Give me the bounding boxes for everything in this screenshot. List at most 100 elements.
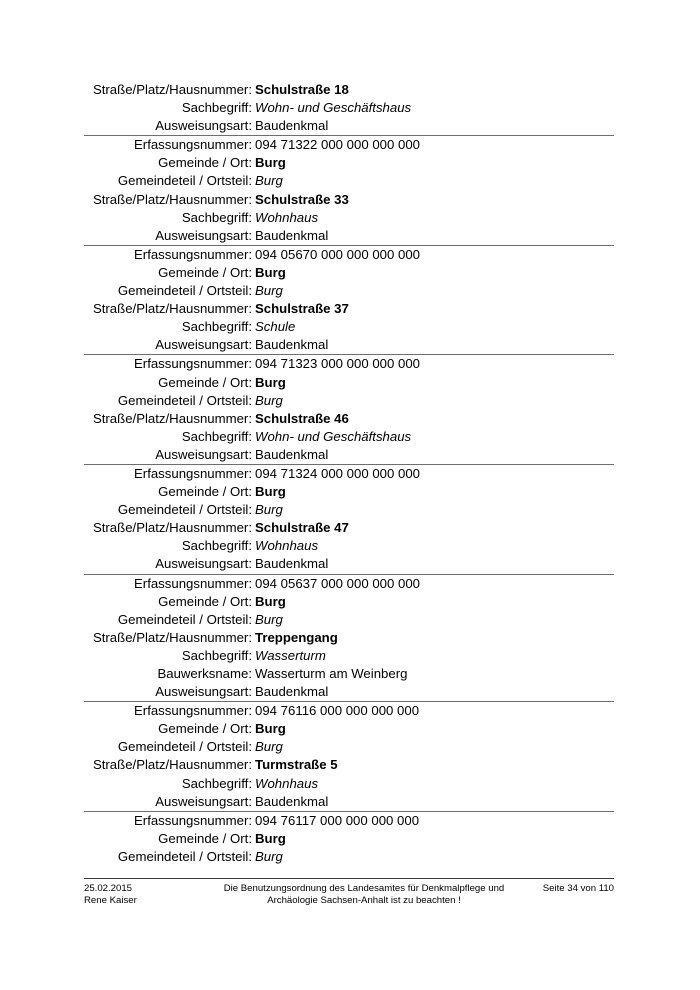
field-value: Burg xyxy=(255,611,283,627)
field-value: Schulstraße 18 xyxy=(255,82,349,97)
page-footer: 25.02.2015 Rene Kaiser Die Benutzungsord… xyxy=(84,878,614,906)
field-value: Burg xyxy=(255,721,286,737)
field-label: Bauwerksname: xyxy=(157,666,252,681)
field-label: Gemeinde / Ort: xyxy=(158,484,252,500)
field-value: Turmstraße 5 xyxy=(255,757,338,773)
field-label: Gemeindeteil / Ortsteil: xyxy=(117,283,252,299)
footer-notice-line1: Die Benutzungsordnung des Landesamtes fü… xyxy=(223,883,505,894)
field-label: Ausweisungsart: xyxy=(155,793,252,809)
field-label: Sachbegriff: xyxy=(181,100,252,116)
field-label: Erfassungsnummer: xyxy=(134,356,252,372)
field-row: Gemeinde / Ort: Burg xyxy=(84,374,614,392)
field-row: Sachbegriff: Wohnhaus xyxy=(84,775,614,793)
field-value: Schulstraße 33 xyxy=(255,191,349,207)
field-row: Erfassungsnummer: 094 76116 000 000 000 0… xyxy=(84,702,614,720)
field-row: Gemeinde / Ort: Burg xyxy=(84,830,614,848)
field-value: Burg xyxy=(255,283,283,299)
field-row: Ausweisungsart: Baudenkmal xyxy=(84,793,614,811)
field-label: Ausweisungsart: xyxy=(155,227,252,243)
field-row: Sachbegriff: Schule xyxy=(84,318,614,336)
records-list: Straße/Platz/Hausnummer: Schulstraße 18 Sa… xyxy=(84,81,614,866)
field-label: Gemeindeteil / Ortsteil: xyxy=(117,611,252,627)
field-label: Gemeindeteil / Ortsteil: xyxy=(117,173,252,189)
field-row: Gemeinde / Ort: Burg xyxy=(84,593,614,611)
field-value: Baudenkmal xyxy=(255,684,329,700)
field-value: Burg xyxy=(255,392,283,408)
field-label: Gemeinde / Ort: xyxy=(158,264,252,280)
field-label: Straße/Platz/Hausnummer: xyxy=(92,410,252,426)
field-value: Schulstraße 37 xyxy=(255,301,349,317)
field-label: Erfassungsnummer: xyxy=(134,812,252,828)
record: Erfassungsnummer: 094 71324 000 000 000 0… xyxy=(84,463,614,574)
field-value: Treppengang xyxy=(255,629,338,645)
field-value: Burg xyxy=(255,593,286,609)
field-label: Straße/Platz/Hausnummer: xyxy=(92,757,252,773)
field-label: Ausweisungsart: xyxy=(155,337,252,353)
field-label: Straße/Platz/Hausnummer: xyxy=(92,82,252,97)
field-row: Gemeinde / Ort: Burg xyxy=(84,483,614,501)
field-row: Erfassungsnummer: 094 71323 000 000 000 0… xyxy=(84,355,614,373)
field-value: Burg xyxy=(255,848,283,864)
field-label: Straße/Platz/Hausnummer: xyxy=(92,520,252,536)
field-value: 094 05637 000 000 000 000 xyxy=(255,575,421,591)
field-value: 094 05670 000 000 000 000 xyxy=(255,246,421,262)
field-label: Ausweisungsart: xyxy=(155,556,252,572)
field-label: Gemeindeteil / Ortsteil: xyxy=(117,392,252,408)
field-label: Gemeindeteil / Ortsteil: xyxy=(117,502,252,518)
field-label: Erfassungsnummer: xyxy=(134,575,252,591)
field-value: Wasserturm am Weinberg xyxy=(255,666,408,681)
field-label: Straße/Platz/Hausnummer: xyxy=(92,301,252,317)
field-value: Schulstraße 46 xyxy=(255,410,349,426)
footer-left: 25.02.2015 Rene Kaiser xyxy=(84,883,204,906)
field-row: Sachbegriff: Wohn- und Geschäftshaus xyxy=(84,99,614,117)
field-row: Gemeinde / Ort: Burg xyxy=(84,154,614,172)
field-value: Baudenkmal xyxy=(255,118,329,134)
field-row: Erfassungsnummer: 094 05637 000 000 000 0… xyxy=(84,575,614,593)
field-value: Burg xyxy=(255,374,286,390)
field-row: Ausweisungsart: Baudenkmal xyxy=(84,336,614,354)
footer-author: Rene Kaiser xyxy=(84,894,137,906)
field-value: Wasserturm xyxy=(255,647,326,663)
field-label: Erfassungsnummer: xyxy=(134,465,252,481)
field-label: Ausweisungsart: xyxy=(155,446,252,462)
field-row: Straße/Platz/Hausnummer: Schulstraße 37 xyxy=(84,300,614,318)
field-value: 094 71324 000 000 000 000 xyxy=(255,465,421,481)
field-row: Ausweisungsart: Baudenkmal xyxy=(84,683,614,701)
field-label: Sachbegriff: xyxy=(181,775,252,791)
field-row: Straße/Platz/Hausnummer: Schulstraße 47 xyxy=(84,519,614,537)
field-label: Ausweisungsart: xyxy=(155,118,252,134)
field-row: Gemeindeteil / Ortsteil: Burg xyxy=(84,848,614,866)
field-row: Straße/Platz/Hausnummer: Schulstraße 33 xyxy=(84,191,614,209)
field-row: Straße/Platz/Hausnummer: Turmstraße 5 xyxy=(84,756,614,774)
field-row: Straße/Platz/Hausnummer: Schulstraße 46 xyxy=(84,410,614,428)
field-value: Schulstraße 47 xyxy=(255,520,349,536)
field-value: 094 76116 000 000 000 000 xyxy=(255,703,420,719)
field-value: Wohnhaus xyxy=(255,538,319,554)
record: Erfassungsnummer: 094 71322 000 000 000 0… xyxy=(84,135,614,245)
field-value: Baudenkmal xyxy=(255,793,329,809)
field-value: Wohnhaus xyxy=(255,775,319,791)
field-label: Erfassungsnummer: xyxy=(134,246,252,262)
field-row: Straße/Platz/Hausnummer: Treppengang xyxy=(84,629,614,647)
field-value: Wohn- und Geschäftshaus xyxy=(255,428,412,444)
field-row: Gemeindeteil / Ortsteil: Burg xyxy=(84,282,614,300)
footer-page-indicator: Seite 34 von 110 xyxy=(542,883,614,894)
field-label: Gemeinde / Ort: xyxy=(158,374,252,390)
field-value: Burg xyxy=(255,264,286,280)
field-value: Burg xyxy=(255,830,286,846)
field-label: Gemeinde / Ort: xyxy=(158,721,252,737)
field-row: Ausweisungsart: Baudenkmal xyxy=(84,227,614,245)
field-value: Baudenkmal xyxy=(255,556,329,572)
record: Erfassungsnummer: 094 76117 000 000 000 0… xyxy=(84,810,614,866)
field-label: Erfassungsnummer: xyxy=(134,703,252,719)
field-value: Burg xyxy=(255,173,283,189)
field-row: Gemeinde / Ort: Burg xyxy=(84,264,614,282)
field-value: Schule xyxy=(255,319,296,335)
field-row: Sachbegriff: Wohnhaus xyxy=(84,537,614,555)
record: Erfassungsnummer: 094 71323 000 000 000 0… xyxy=(84,354,614,464)
field-label: Gemeinde / Ort: xyxy=(158,830,252,846)
record: Erfassungsnummer: 094 76116 000 000 000 0… xyxy=(84,701,614,811)
field-value: Burg xyxy=(255,502,283,518)
field-value: Wohnhaus xyxy=(255,209,319,225)
